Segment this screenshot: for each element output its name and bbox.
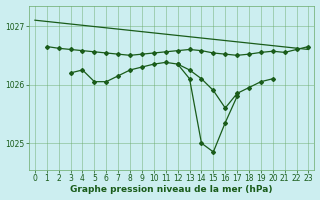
X-axis label: Graphe pression niveau de la mer (hPa): Graphe pression niveau de la mer (hPa): [70, 185, 273, 194]
